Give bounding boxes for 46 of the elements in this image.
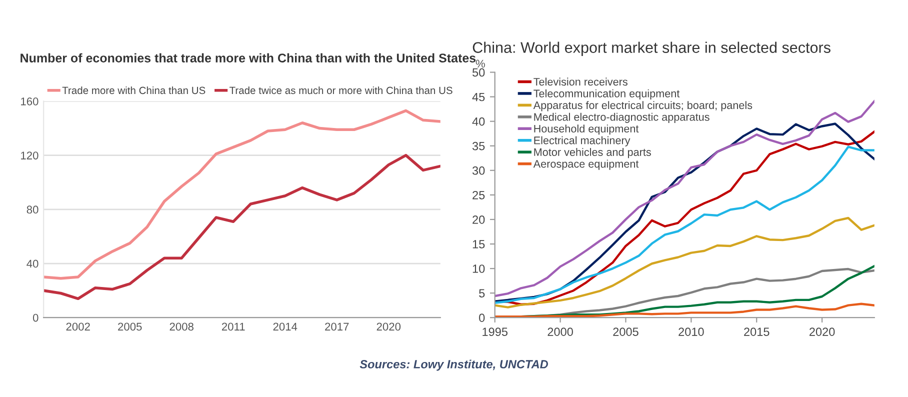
y-tick-label: 30	[472, 166, 485, 175]
y-tick-label: 40	[472, 117, 485, 126]
y-tick-label: 0	[32, 314, 38, 322]
y-tick-label: 25	[472, 190, 485, 200]
legend-label: Trade more with China than US	[62, 86, 206, 94]
y-tick-label: 80	[26, 206, 38, 214]
y-tick-label: 10	[472, 264, 485, 273]
line-series	[494, 216, 874, 308]
legend-label: Apparatus for electrical circuits; board; panels	[533, 101, 752, 112]
chart-title: China: World export market share in selected sectors	[472, 42, 830, 56]
source-note: Sources: Lowy Institute, UNCTAD	[360, 360, 548, 371]
legend-label: Television receivers	[534, 78, 628, 86]
legend-label: Trade twice as much or more with China than US	[230, 86, 452, 94]
x-tick-label: 2014	[273, 322, 298, 331]
y-tick-label: 5	[479, 289, 485, 298]
y-tick-label: 160	[21, 98, 38, 106]
x-tick-label: 2005	[118, 322, 142, 331]
y-tick-label: 40	[26, 260, 38, 268]
legend-label: Medical electro-diagnostic apparatus	[534, 112, 710, 123]
x-tick-label: 2005	[613, 328, 638, 336]
x-tick-label: 2011	[222, 322, 245, 331]
y-tick-label: 120	[21, 152, 38, 160]
y-tick-label: 45	[472, 92, 485, 102]
legend-label: Aerospace equipment	[533, 160, 639, 170]
x-tick-label: 2020	[810, 328, 835, 336]
x-tick-label: 2015	[744, 328, 770, 336]
y-tick-label: 0	[479, 314, 485, 322]
x-tick-label: 2010	[678, 328, 704, 336]
y-tick-label: 50	[472, 68, 485, 77]
y-tick-label: 20	[472, 215, 485, 224]
line-series	[44, 154, 440, 300]
x-tick-label: 2020	[376, 322, 401, 331]
legend-label: Telecommunication equipment	[534, 89, 680, 100]
x-tick-label: 2002	[66, 322, 90, 331]
x-tick-label: 2008	[170, 322, 194, 331]
legend-label: Electrical machinery	[534, 136, 630, 146]
x-tick-label: 1995	[482, 328, 508, 336]
y-tick-label: 15	[472, 240, 485, 248]
y-tick-label: 35	[472, 142, 485, 150]
x-tick-label: 2000	[548, 328, 573, 336]
chart-title: Number of economies that trade more with China than with the United States	[20, 53, 476, 62]
x-tick-label: 2017	[325, 322, 349, 331]
legend-label: Motor vehicles and parts	[534, 148, 651, 158]
line-series	[44, 109, 440, 280]
legend-label: Household equipment	[534, 124, 639, 135]
y-axis-title: %	[476, 60, 485, 68]
